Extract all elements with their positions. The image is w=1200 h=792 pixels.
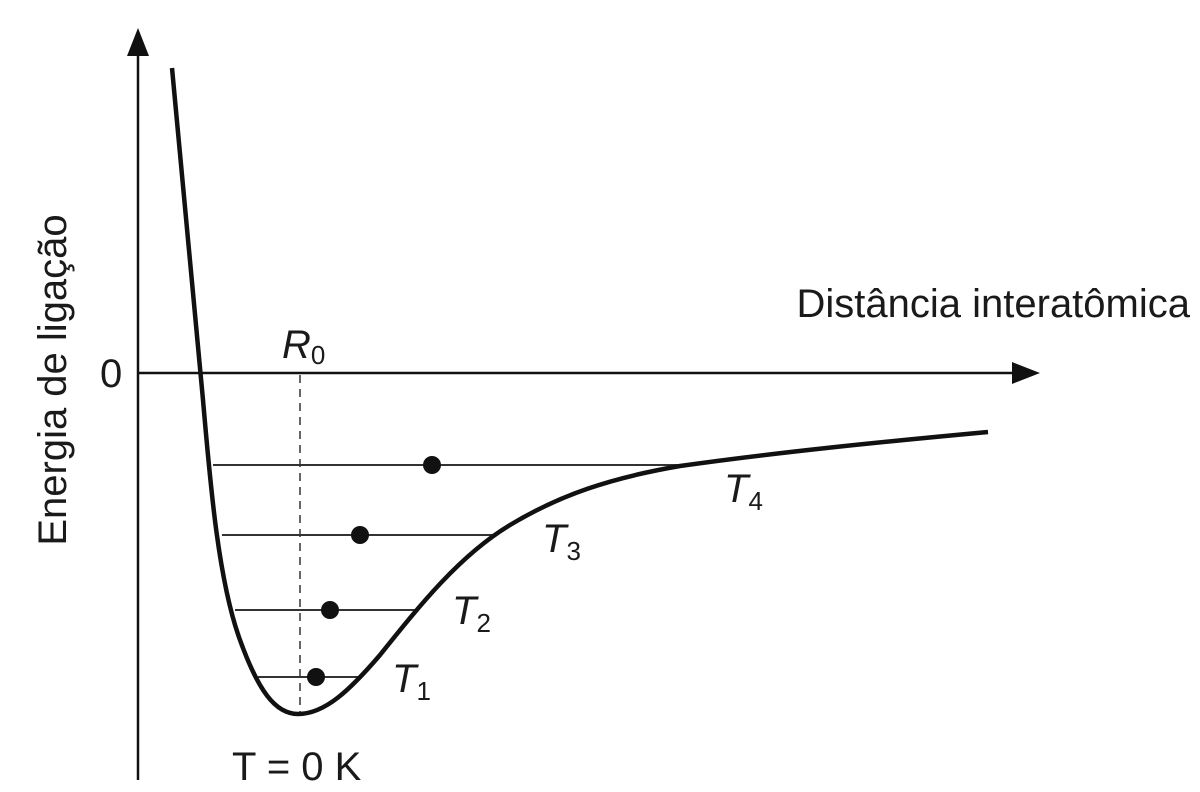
level-dot-t1: [307, 668, 325, 686]
level-dot-t3: [351, 526, 369, 544]
level-label-t2: T2: [452, 589, 491, 638]
ground-state-label: T = 0 K: [232, 745, 362, 789]
level-dot-t2: [321, 601, 339, 619]
zero-label: 0: [100, 352, 122, 396]
x-axis-label: Distância interatômica: [797, 282, 1191, 326]
y-axis-arrow: [127, 28, 149, 56]
level-dot-t4: [423, 456, 441, 474]
y-axis-label: Energia de ligação: [31, 214, 75, 545]
level-label-t1: T1: [392, 657, 431, 706]
potential-curve: [169, 67, 989, 717]
r0-label: R0: [282, 323, 325, 370]
level-label-t4: T4: [724, 467, 763, 516]
x-axis-arrow: [1012, 362, 1040, 384]
level-label-t3: T3: [542, 517, 581, 566]
